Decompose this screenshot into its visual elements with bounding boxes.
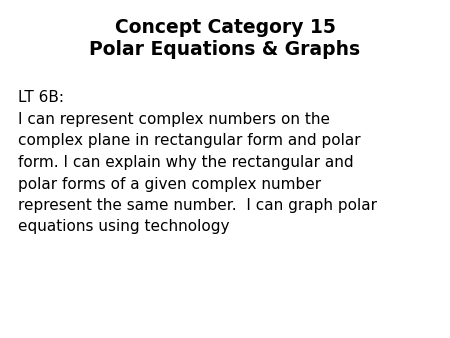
Text: equations using technology: equations using technology: [18, 219, 230, 235]
Text: Polar Equations & Graphs: Polar Equations & Graphs: [90, 40, 360, 59]
Text: form. I can explain why the rectangular and: form. I can explain why the rectangular …: [18, 155, 354, 170]
Text: represent the same number.  I can graph polar: represent the same number. I can graph p…: [18, 198, 377, 213]
Text: LT 6B:: LT 6B:: [18, 90, 64, 105]
Text: polar forms of a given complex number: polar forms of a given complex number: [18, 176, 321, 192]
Text: Concept Category 15: Concept Category 15: [115, 18, 335, 37]
Text: complex plane in rectangular form and polar: complex plane in rectangular form and po…: [18, 134, 360, 148]
Text: I can represent complex numbers on the: I can represent complex numbers on the: [18, 112, 330, 127]
